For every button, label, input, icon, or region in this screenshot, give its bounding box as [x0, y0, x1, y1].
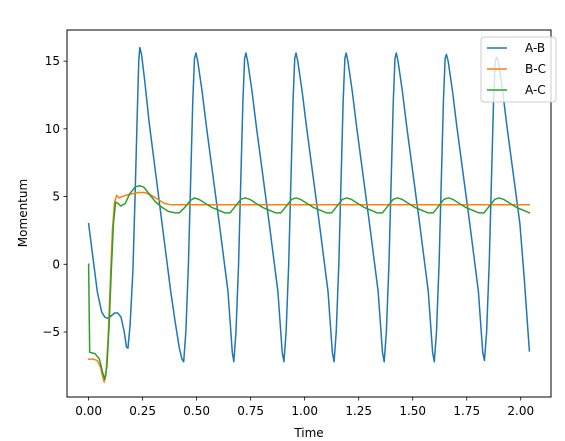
legend-label-b-c: B-C: [525, 62, 546, 76]
y-tick-label: 5: [52, 190, 60, 204]
x-tick-label: 2.00: [507, 404, 534, 418]
x-tick-label: 0.50: [183, 404, 210, 418]
legend: A-B B-C A-C: [480, 36, 557, 103]
x-tick-label: 1.00: [291, 404, 318, 418]
x-tick-label: 0.25: [129, 404, 156, 418]
y-tick-label: −5: [42, 325, 60, 339]
x-tick-label: 0.00: [75, 404, 102, 418]
x-tick-label: 0.75: [237, 404, 264, 418]
x-axis-label: Time: [293, 426, 323, 440]
y-tick-label: 0: [52, 257, 60, 271]
y-tick-label: 10: [45, 122, 60, 136]
y-axis-ticks: −5 0 5 10 15: [42, 54, 67, 339]
x-tick-label: 1.75: [453, 404, 480, 418]
y-axis-label: Momentum: [16, 179, 30, 247]
series-line-b-c: [87, 191, 531, 383]
plot-frame: [66, 29, 552, 398]
x-tick-label: 1.25: [345, 404, 372, 418]
x-tick-label: 1.50: [399, 404, 426, 418]
series-line-a-c: [87, 184, 531, 381]
series-line-a-b: [87, 46, 531, 363]
legend-label-a-c: A-C: [525, 83, 546, 97]
x-axis-ticks: 0.00 0.25 0.50 0.75 1.00 1.25 1.50 1.75 2.00: [75, 397, 534, 418]
y-tick-label: 15: [45, 54, 60, 68]
legend-label-a-b: A-B: [525, 41, 545, 55]
series-layer: [87, 46, 531, 383]
legend-box: [480, 36, 557, 103]
